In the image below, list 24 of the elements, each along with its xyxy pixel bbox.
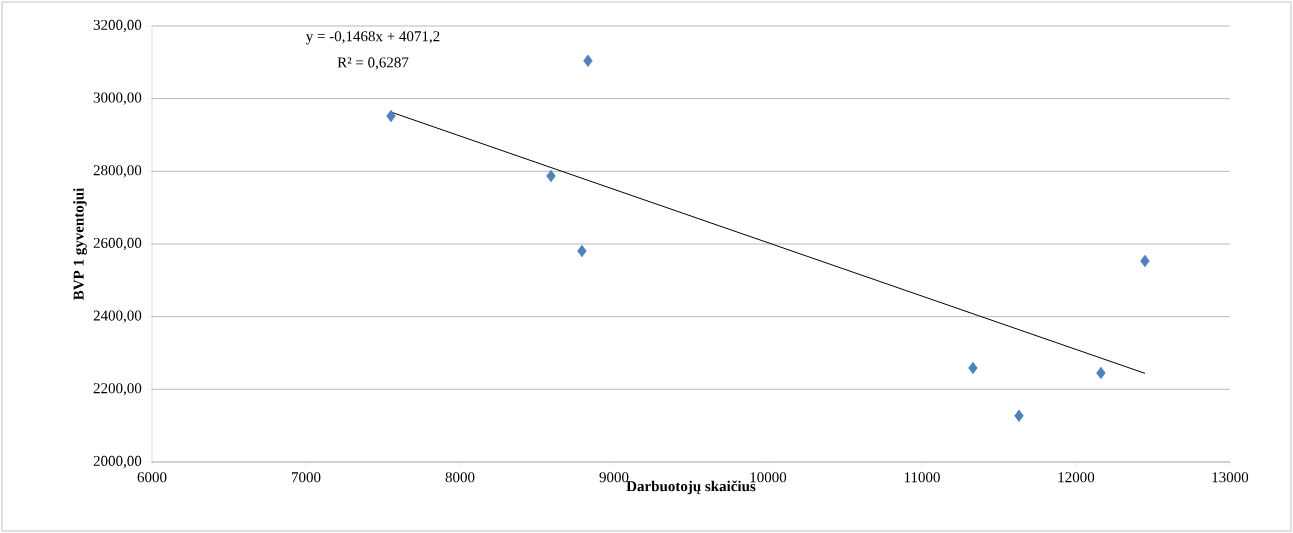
point xyxy=(1014,409,1024,423)
x-tick-label: 12000 xyxy=(1058,472,1095,483)
point xyxy=(968,361,978,375)
y-axis-title: BVP 1 gyventojui xyxy=(73,187,87,300)
y-tick-label: 2200,00 xyxy=(93,383,142,396)
point xyxy=(386,109,396,123)
point xyxy=(1096,366,1106,380)
x-tick-label: 7000 xyxy=(291,472,321,483)
y-tick-label: 3000,00 xyxy=(93,92,142,105)
annotation: y = -0,1468x + 4071,2 xyxy=(305,31,440,45)
y-tick-label: 3200,00 xyxy=(93,19,142,33)
y-tick-label: 2800,00 xyxy=(93,165,142,178)
x-tick-label: 11000 xyxy=(904,472,940,483)
x-tick-label: 8000 xyxy=(445,472,475,483)
point xyxy=(583,54,593,68)
x-tick-label: 13000 xyxy=(1212,472,1249,483)
point xyxy=(546,169,556,183)
y-tick-label: 2600,00 xyxy=(93,237,142,251)
y-tick-label: 2000,00 xyxy=(93,455,142,469)
y-tick-label: 2400,00 xyxy=(93,310,142,323)
x-tick-label: 6000 xyxy=(137,472,167,483)
annotation: R² = 0,6287 xyxy=(337,57,409,70)
point xyxy=(1140,254,1150,268)
point xyxy=(577,244,587,258)
